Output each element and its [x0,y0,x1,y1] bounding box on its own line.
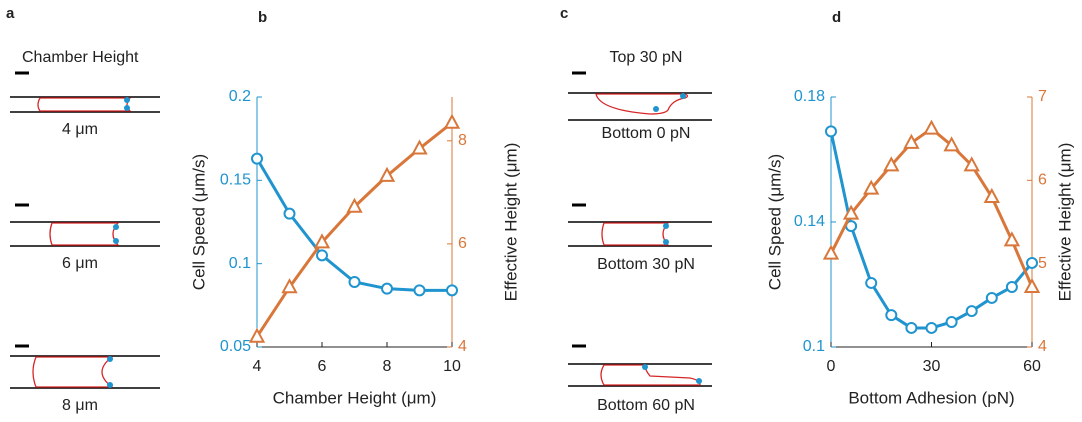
marker [281,278,298,294]
series-line [829,131,1034,330]
x-axis-label: Bottom Adhesion (pN) [848,388,1014,407]
marker [348,276,361,288]
x-tick-label: 6 [318,358,327,375]
y2-tick-label: 6 [1038,172,1047,189]
y-tick-label: 0.18 [794,88,825,105]
marker [283,207,296,220]
caption: 4 μm [62,121,98,138]
marker [903,133,920,149]
panel-title: Top 30 pN [610,49,683,66]
marker [885,309,898,322]
schematic [568,71,712,387]
marker [825,125,837,138]
y2-axis-label: Effective Height (μm) [501,143,520,302]
y-tick-label: 0.1 [803,338,825,355]
caption: Bottom 60 pN [597,397,695,414]
marker [822,244,840,260]
caption: Bottom 30 pN [597,256,695,273]
y-tick-label: 0.05 [220,338,251,355]
marker [863,179,880,195]
schematic [10,71,160,389]
caption: 6 μm [62,255,98,272]
marker [1023,277,1041,293]
y2-tick-label: 7 [1038,88,1047,105]
panel-label: a [6,5,15,22]
x-tick-label: 60 [1023,358,1041,375]
panel-label: b [258,9,267,26]
panel-label: d [832,9,841,26]
panel-label: c [560,5,568,22]
marker [346,197,363,213]
series-line [255,157,452,292]
marker [883,156,900,172]
caption: Bottom 0 pN [602,125,691,142]
y2-tick-label: 4 [1038,338,1047,355]
caption: 8 μm [62,397,98,414]
marker [446,284,458,297]
y2-tick-label: 5 [1038,255,1047,272]
marker [443,113,461,129]
x-axis-label: Chamber Height (μm) [273,388,437,407]
y2-tick-label: 4 [458,338,467,355]
x-tick-label: 8 [383,358,392,375]
marker [1026,256,1038,269]
marker [965,305,978,318]
y-tick-label: 0.2 [229,88,251,105]
marker [985,291,998,304]
panel-title: Chamber Height [22,49,139,66]
marker [316,249,328,262]
marker [842,204,860,220]
marker [943,136,960,152]
x-tick-label: 0 [827,358,836,375]
marker [925,321,938,334]
marker [248,327,266,343]
y-axis-label: Cell Speed (μm/s) [189,154,208,290]
marker [1005,281,1018,293]
marker [413,284,426,297]
marker [945,316,958,328]
marker [381,282,393,295]
marker [251,152,263,165]
marker [865,276,878,289]
series-line [829,126,1034,288]
y-tick-label: 0.14 [794,213,825,230]
marker [923,119,940,135]
y2-tick-label: 6 [458,235,467,252]
y2-tick-label: 8 [458,132,467,149]
x-tick-label: 10 [443,358,461,375]
marker [411,139,428,155]
marker [378,166,396,182]
x-tick-label: 4 [253,358,262,375]
x-tick-label: 30 [923,358,941,375]
y-tick-label: 0.15 [220,172,251,189]
marker [313,233,331,249]
marker [1003,231,1021,247]
marker [905,321,918,334]
marker [963,156,980,172]
y2-axis-label: Effective Height (μm) [1055,143,1074,302]
marker [983,187,1000,203]
y-axis-label: Cell Speed (μm/s) [765,154,784,290]
series-line [255,121,453,338]
y-tick-label: 0.1 [229,255,251,272]
